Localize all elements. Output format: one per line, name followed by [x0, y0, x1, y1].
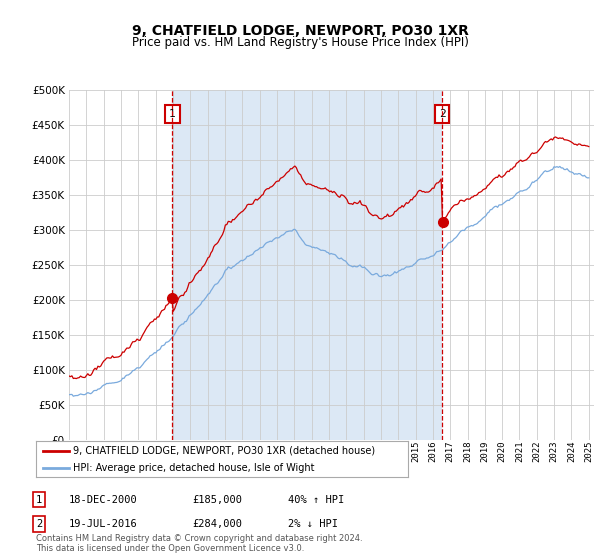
Text: Price paid vs. HM Land Registry's House Price Index (HPI): Price paid vs. HM Land Registry's House … [131, 36, 469, 49]
Text: £284,000: £284,000 [192, 519, 242, 529]
Text: 18-DEC-2000: 18-DEC-2000 [69, 494, 138, 505]
Text: 9, CHATFIELD LODGE, NEWPORT, PO30 1XR (detached house): 9, CHATFIELD LODGE, NEWPORT, PO30 1XR (d… [73, 446, 376, 456]
Bar [172, 90, 442, 440]
Text: 1: 1 [36, 494, 42, 505]
Text: 2% ↓ HPI: 2% ↓ HPI [288, 519, 338, 529]
Text: 40% ↑ HPI: 40% ↑ HPI [288, 494, 344, 505]
Text: Contains HM Land Registry data © Crown copyright and database right 2024.
This d: Contains HM Land Registry data © Crown c… [36, 534, 362, 553]
Text: HPI: Average price, detached house, Isle of Wight: HPI: Average price, detached house, Isle… [73, 463, 314, 473]
Text: 19-JUL-2016: 19-JUL-2016 [69, 519, 138, 529]
Text: 9, CHATFIELD LODGE, NEWPORT, PO30 1XR: 9, CHATFIELD LODGE, NEWPORT, PO30 1XR [131, 24, 469, 38]
Text: 2: 2 [36, 519, 42, 529]
Text: £185,000: £185,000 [192, 494, 242, 505]
Text: 2: 2 [439, 109, 446, 119]
Text: 1: 1 [169, 109, 176, 119]
